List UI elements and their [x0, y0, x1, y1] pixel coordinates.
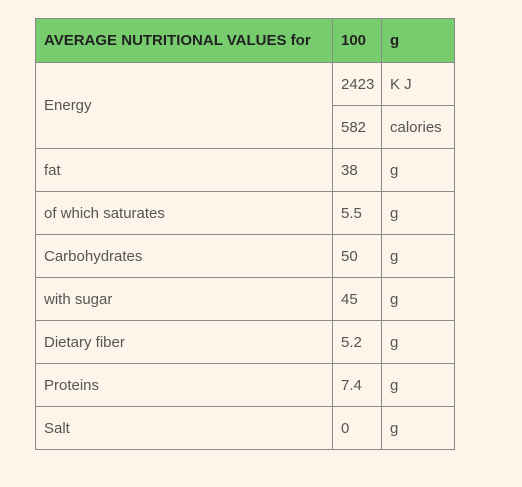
value-cell: 50	[332, 234, 382, 278]
nutrient-row: Salt 0 g	[35, 406, 455, 450]
unit-cell: calories	[381, 105, 455, 149]
nutrient-row: Carbohydrates 50 g	[35, 234, 455, 278]
row-label: of which saturates	[35, 191, 333, 235]
header-cell: AVERAGE NUTRITIONAL VALUES for	[35, 18, 333, 63]
value-cell: 38	[332, 148, 382, 192]
row-label: with sugar	[35, 277, 333, 321]
row-label: Energy	[35, 62, 333, 149]
row-label: Dietary fiber	[35, 320, 333, 364]
row-label: Proteins	[35, 363, 333, 407]
nutrient-row: of which saturates 5.5 g	[35, 191, 455, 235]
nutrient-row: fat 38 g	[35, 148, 455, 192]
unit-cell: g	[381, 277, 455, 321]
nutrient-row: Proteins 7.4 g	[35, 363, 455, 407]
nutrient-row: with sugar 45 g	[35, 277, 455, 321]
unit-cell: g	[381, 406, 455, 450]
energy-row: 582 calories	[36, 105, 455, 149]
value-cell: 7.4	[332, 363, 382, 407]
table-body: AVERAGE NUTRITIONAL VALUES for 100 g Energy…	[35, 18, 455, 450]
value-cell: 0	[332, 406, 382, 450]
unit-cell: g	[381, 320, 455, 364]
unit-cell: g	[381, 234, 455, 278]
header-cell: 100	[332, 18, 382, 63]
value-cell: 2423	[332, 62, 382, 106]
value-cell: 582	[332, 105, 382, 149]
header-cell: g	[381, 18, 455, 63]
unit-cell: g	[381, 148, 455, 192]
value-cell: 5.5	[332, 191, 382, 235]
header-row: AVERAGE NUTRITIONAL VALUES for 100 g	[35, 18, 455, 63]
value-cell: 5.2	[332, 320, 382, 364]
unit-cell: K J	[381, 62, 455, 106]
row-label: Salt	[35, 406, 333, 450]
nutrition-table: AVERAGE NUTRITIONAL VALUES for 100 g Energy…	[35, 18, 455, 450]
energy-row: Energy 2423 K J	[35, 62, 455, 149]
unit-cell: g	[381, 191, 455, 235]
unit-cell: g	[381, 363, 455, 407]
row-label: Carbohydrates	[35, 234, 333, 278]
nutrient-row: Dietary fiber 5.2 g	[35, 320, 455, 364]
value-cell: 45	[332, 277, 382, 321]
row-label: fat	[35, 148, 333, 192]
